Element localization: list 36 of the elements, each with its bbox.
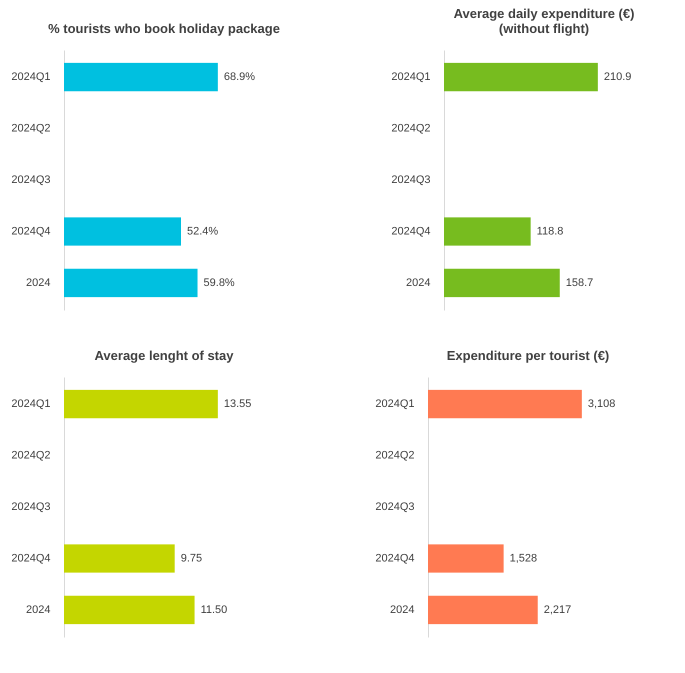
chart-title: Expenditure per tourist (€) bbox=[446, 348, 610, 363]
y-tick-label: 2024Q1 bbox=[11, 398, 50, 410]
chart-title: % tourists who book holiday package bbox=[48, 21, 280, 36]
y-tick-label: 2024 bbox=[26, 276, 50, 289]
data-label: 118.8 bbox=[536, 225, 564, 238]
data-label: 9.75 bbox=[180, 552, 202, 564]
y-tick-label: 2024 bbox=[406, 276, 430, 289]
y-tick-label: 2024Q3 bbox=[11, 174, 50, 186]
y-tick-label: 2024Q2 bbox=[375, 450, 414, 462]
y-tick-label: 2024Q4 bbox=[391, 225, 430, 238]
data-label: 11.50 bbox=[200, 604, 228, 616]
data-label: 3,108 bbox=[588, 398, 616, 410]
chart-title: Average lenght of stay bbox=[94, 348, 234, 363]
y-tick-label: 2024Q4 bbox=[11, 225, 50, 238]
y-tick-label: 2024 bbox=[390, 604, 414, 616]
y-tick-label: 2024Q1 bbox=[11, 71, 50, 84]
y-tick-label: 2024Q2 bbox=[391, 122, 430, 135]
chart-title: Average daily expenditure (€) (without flight) bbox=[454, 6, 634, 36]
y-tick-label: 2024Q2 bbox=[11, 122, 50, 135]
y-tick-label: 2024Q2 bbox=[11, 450, 50, 462]
y-tick-label: 2024Q3 bbox=[375, 501, 414, 513]
y-tick-label: 2024 bbox=[26, 604, 50, 616]
y-tick-label: 2024Q3 bbox=[391, 174, 430, 186]
data-label: 13.55 bbox=[224, 398, 252, 410]
data-label: 158.7 bbox=[566, 276, 594, 289]
data-label: 59.8% bbox=[204, 276, 235, 289]
y-tick-label: 2024Q1 bbox=[375, 398, 414, 410]
data-label: 68.9% bbox=[224, 71, 256, 84]
data-label: 1,528 bbox=[510, 552, 538, 564]
y-tick-label: 2024Q4 bbox=[375, 552, 414, 564]
data-label: 210.9 bbox=[604, 71, 632, 84]
y-tick-label: 2024Q1 bbox=[391, 71, 430, 84]
y-tick-label: 2024Q4 bbox=[11, 552, 50, 564]
y-tick-label: 2024Q3 bbox=[11, 501, 50, 513]
data-label: 52.4% bbox=[187, 225, 218, 238]
data-label: 2,217 bbox=[544, 604, 572, 616]
